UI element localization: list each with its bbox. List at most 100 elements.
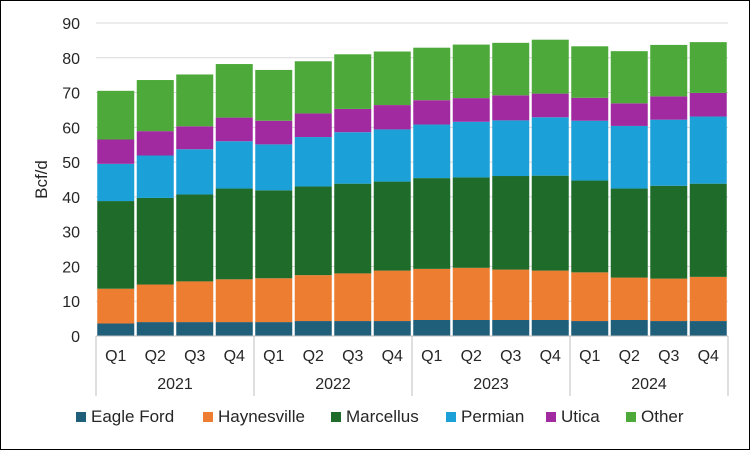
bar-segment: [255, 322, 293, 336]
x-tick-label: Q3: [342, 348, 363, 365]
x-tick-label: Q4: [540, 348, 561, 365]
bar-segment: [492, 42, 530, 96]
bar-segment: [650, 278, 688, 322]
bar-segment: [531, 270, 569, 321]
bar-segment: [136, 197, 174, 285]
bar-segment: [531, 320, 569, 336]
x-tick-label: Q2: [461, 348, 482, 365]
bar-segment: [650, 119, 688, 186]
bar-segment: [215, 188, 253, 280]
bar-segment: [689, 116, 727, 184]
x-tick-label: Q4: [224, 348, 245, 365]
bar-segment: [294, 186, 332, 276]
bar-segment: [531, 93, 569, 118]
bar-segment: [492, 176, 530, 270]
bar-segment: [452, 98, 490, 122]
bar-segment: [373, 270, 411, 322]
bar-segment: [97, 288, 135, 324]
legend: Eagle Ford Haynesville Marcellus Permian Uti…: [76, 407, 684, 426]
bar-segment: [176, 149, 214, 195]
bar-segment: [689, 42, 727, 93]
bar-segment: [334, 321, 372, 336]
bar-segment: [97, 90, 135, 140]
bar-segment: [413, 268, 451, 321]
bar-segment: [571, 46, 609, 98]
y-tick-label: 50: [62, 155, 80, 172]
bar-segment: [136, 155, 174, 198]
x-tick-label: Q1: [579, 348, 600, 365]
bar-segment: [531, 175, 569, 271]
y-tick-label: 70: [62, 86, 80, 103]
bar-segment: [689, 183, 727, 277]
bar-segment: [413, 100, 451, 125]
x-tick-label: Q3: [658, 348, 679, 365]
legend-swatch: [626, 412, 636, 422]
bars: [97, 39, 727, 336]
bar-segment: [294, 137, 332, 187]
bar-segment: [413, 47, 451, 101]
bar-segment: [689, 276, 727, 322]
group-label: 2024: [631, 376, 667, 393]
bar-segment: [334, 108, 372, 133]
x-tick-label: Q2: [619, 348, 640, 365]
bar-segment: [97, 201, 135, 289]
bar-segment: [531, 39, 569, 94]
y-tick-label: 10: [62, 294, 80, 311]
bar-segment: [452, 177, 490, 268]
bar-segment: [215, 64, 253, 118]
bar-segment: [334, 273, 372, 322]
bar-segment: [610, 125, 648, 189]
bar-segment: [373, 321, 411, 336]
bar-segment: [413, 124, 451, 179]
legend-swatch: [76, 412, 86, 422]
bar-segment: [97, 163, 135, 202]
x-tick-label: Q1: [421, 348, 442, 365]
bar-segment: [571, 272, 609, 322]
x-tick-label: Q2: [145, 348, 166, 365]
bar-segment: [136, 322, 174, 336]
bar-segment: [610, 277, 648, 321]
legend-entry: Permian: [461, 407, 524, 426]
bar-segment: [571, 321, 609, 336]
y-axis-label: Bcf/d: [32, 160, 51, 199]
bar-segment: [334, 183, 372, 274]
bar-segment: [650, 185, 688, 279]
y-tick-label: 90: [62, 16, 80, 33]
y-tick-label: 20: [62, 259, 80, 276]
bar-segment: [294, 275, 332, 322]
bar-segment: [215, 117, 253, 142]
bar-segment: [255, 69, 293, 121]
bar-segment: [650, 44, 688, 97]
bar-segment: [294, 321, 332, 336]
group-label: 2023: [473, 376, 509, 393]
x-tick-label: Q2: [303, 348, 324, 365]
bar-segment: [413, 320, 451, 336]
bar-segment: [176, 74, 214, 127]
legend-entry: Utica: [561, 407, 600, 426]
bar-segment: [136, 131, 174, 156]
bar-segment: [373, 129, 411, 182]
bar-segment: [452, 267, 490, 321]
bar-segment: [373, 51, 411, 106]
bar-segment: [689, 92, 727, 117]
bar-segment: [373, 105, 411, 130]
legend-entry: Other: [641, 407, 684, 426]
bar-segment: [255, 144, 293, 191]
legend-swatch: [446, 412, 456, 422]
x-tick-label: Q4: [698, 348, 719, 365]
bar-segment: [255, 278, 293, 323]
bar-segment: [176, 281, 214, 323]
legend-entry: Eagle Ford: [91, 407, 174, 426]
y-tick-label: 0: [71, 329, 80, 346]
y-tick-label: 40: [62, 190, 80, 207]
group-label: 2022: [315, 376, 351, 393]
y-tick-label: 80: [62, 51, 80, 68]
legend-swatch: [331, 412, 341, 422]
bar-segment: [176, 126, 214, 150]
bar-segment: [571, 97, 609, 121]
bar-segment: [334, 132, 372, 184]
bar-segment: [334, 54, 372, 109]
bar-segment: [571, 180, 609, 273]
bar-segment: [452, 121, 490, 178]
